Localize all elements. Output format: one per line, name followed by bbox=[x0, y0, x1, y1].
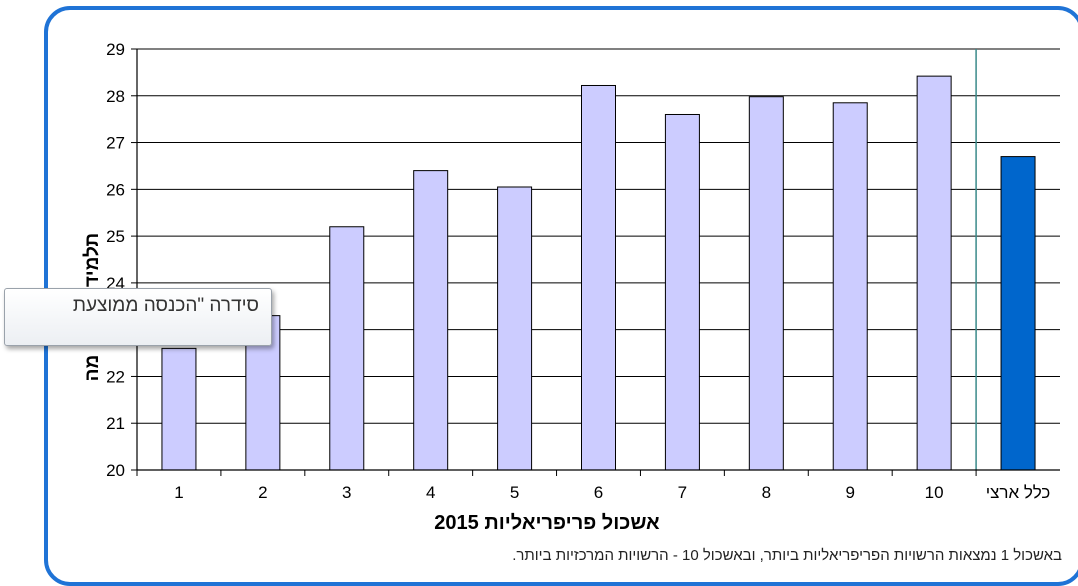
x-tick-label: 1 bbox=[174, 483, 183, 502]
bar-cluster-4[interactable] bbox=[413, 170, 449, 471]
y-tick-label: 27 bbox=[106, 134, 125, 153]
x-axis-title: אשכול פריפריאליות 2015 bbox=[434, 512, 660, 534]
y-axis-title-top: תלמיד bbox=[82, 233, 103, 287]
x-tick-label: 4 bbox=[426, 483, 435, 502]
bar-cluster-1[interactable] bbox=[161, 347, 197, 471]
footnote: באשכול 1 נמצאות הרשויות הפריפריאליות ביו… bbox=[512, 547, 1062, 564]
x-tick-label: 2 bbox=[258, 483, 267, 502]
axes bbox=[131, 48, 1060, 476]
x-tick-label: 9 bbox=[845, 483, 854, 502]
bar-cluster-8[interactable] bbox=[748, 96, 784, 471]
x-tick-label: 7 bbox=[678, 483, 687, 502]
bar-cluster-10[interactable] bbox=[916, 75, 952, 471]
y-tick-label: 21 bbox=[106, 414, 125, 433]
y-tick-label: 26 bbox=[106, 180, 125, 199]
series-tooltip: סידרה "הכנסה ממוצעת bbox=[4, 288, 272, 346]
bar-cluster-9[interactable] bbox=[832, 102, 868, 471]
bar-cluster-3[interactable] bbox=[329, 226, 365, 471]
bar-cluster-5[interactable] bbox=[497, 186, 533, 471]
y-tick-label: 20 bbox=[106, 461, 125, 480]
x-tick-label: 8 bbox=[762, 483, 771, 502]
y-axis-title-bottom: מה bbox=[82, 355, 103, 382]
bar-cluster-6[interactable] bbox=[581, 84, 616, 471]
bar-national[interactable] bbox=[1000, 156, 1036, 471]
y-tick-label: 22 bbox=[106, 367, 125, 386]
y-tick-label: 25 bbox=[106, 227, 125, 246]
x-tick-label: 10 bbox=[925, 483, 944, 502]
x-tick-label: כלל ארצי bbox=[986, 483, 1051, 502]
bars bbox=[161, 75, 1036, 471]
x-tick-label: 3 bbox=[342, 483, 351, 502]
y-tick-label: 29 bbox=[106, 40, 125, 59]
x-tick-label: 6 bbox=[594, 483, 603, 502]
y-tick-label: 28 bbox=[106, 87, 125, 106]
bar-cluster-7[interactable] bbox=[664, 113, 700, 471]
x-tick-label: 5 bbox=[510, 483, 519, 502]
